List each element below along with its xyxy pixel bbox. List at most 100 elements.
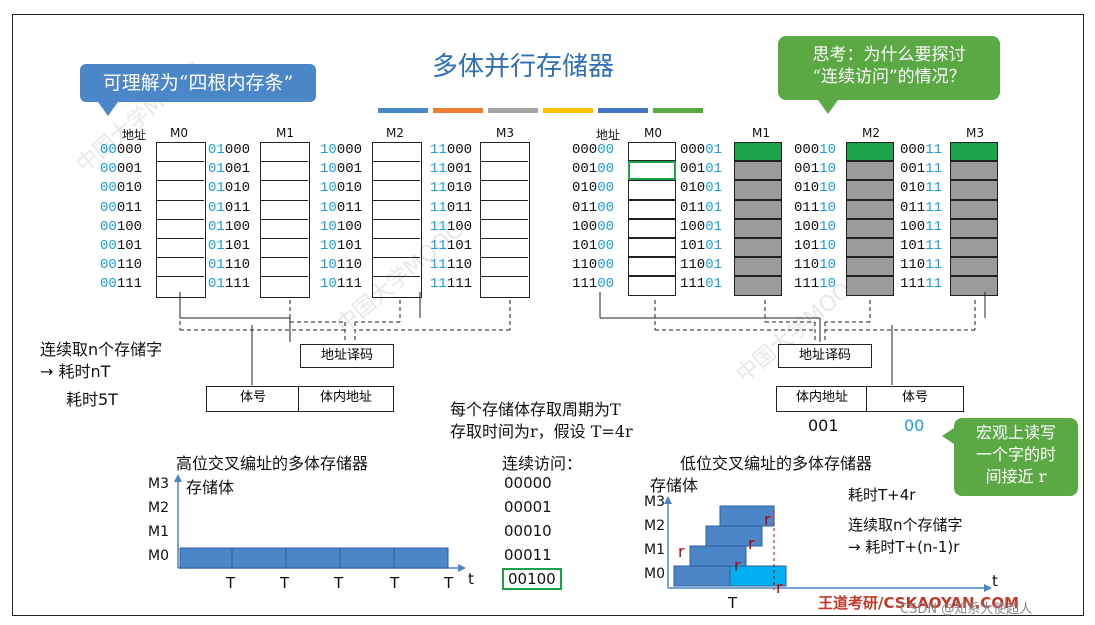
- callout-think-line1: 思考：为什么要探讨: [812, 45, 966, 65]
- address-label: 01010: [208, 180, 250, 196]
- module-cell: [628, 199, 676, 219]
- module-cell: [734, 218, 782, 238]
- address-high-bits: 011: [794, 199, 820, 216]
- address-label: 00000: [100, 142, 142, 158]
- address-low-bits: 00: [597, 199, 615, 216]
- address-high-bits: 001: [680, 161, 706, 178]
- module-cell-line: [372, 161, 420, 163]
- address-label: 01101: [208, 238, 250, 254]
- address-high-bits: 11: [430, 199, 447, 216]
- address-high-bits: 010: [572, 180, 598, 197]
- address-high-bits: 11: [430, 257, 447, 274]
- note-cost-5T: 耗时5T: [66, 390, 118, 409]
- right-addr-header: 地址: [596, 128, 621, 142]
- address-high-bits: 100: [680, 218, 706, 235]
- module-cell-line: [260, 161, 308, 163]
- note-access-time: 存取时间为r，假设 T=4r: [450, 422, 633, 441]
- address-label: 11111: [430, 276, 472, 292]
- address-high-bits: 111: [794, 276, 820, 293]
- address-label: 00101: [680, 161, 722, 177]
- address-high-bits: 10: [320, 238, 337, 254]
- address-low-bits: 11: [925, 161, 943, 178]
- address-low-bits: 10: [819, 257, 837, 274]
- address-label: 10000: [572, 219, 614, 235]
- address-label: 11001: [680, 257, 722, 273]
- right-field-inner-address: 体内地址: [776, 386, 868, 412]
- right-time-formula: → 耗时T+(n-1)r: [848, 538, 960, 556]
- high-chart-xlabel: t: [468, 570, 474, 588]
- address-low-bits: 01: [705, 238, 723, 254]
- address-low-bits: 111: [336, 276, 363, 293]
- address-label: 10011: [320, 200, 362, 216]
- address-low-bits: 00: [597, 276, 615, 293]
- seq-item: 00001: [504, 498, 552, 516]
- high-chart-ytick: M2: [148, 500, 169, 516]
- high-chart-ytick: M0: [148, 548, 169, 564]
- address-high-bits: 100: [794, 218, 820, 235]
- address-high-bits: 00: [100, 142, 117, 158]
- address-high-bits: 000: [794, 142, 820, 158]
- address-label: 00110: [100, 257, 142, 273]
- address-high-bits: 11: [430, 142, 447, 158]
- address-high-bits: 10: [320, 218, 337, 235]
- address-label: 00010: [100, 180, 142, 196]
- address-label: 10111: [900, 238, 942, 254]
- address-low-bits: 01: [705, 199, 723, 216]
- right-field-bank-number: 体号: [866, 386, 964, 412]
- left-field-inner-address: 体内地址: [298, 386, 394, 412]
- address-high-bits: 101: [794, 238, 820, 254]
- right-example-bank: 00: [904, 416, 925, 435]
- address-label: 00011: [100, 200, 142, 216]
- module-cell: [846, 238, 894, 258]
- slide-title: 多体并行存储器: [432, 52, 615, 82]
- address-label: 11011: [430, 200, 472, 216]
- address-label: 10100: [572, 238, 614, 254]
- module-cell-line: [480, 161, 528, 163]
- address-high-bits: 00: [100, 276, 117, 293]
- address-high-bits: 01: [208, 161, 225, 178]
- address-high-bits: 10: [320, 161, 337, 178]
- module-cell: [950, 238, 998, 258]
- address-low-bits: 11: [925, 238, 943, 254]
- address-low-bits: 011: [446, 199, 473, 216]
- module-cell: [628, 180, 676, 200]
- address-label: 01110: [794, 200, 836, 216]
- address-label: 00001: [680, 142, 722, 158]
- high-chart-xtick: T: [334, 574, 344, 592]
- note-cost-nT: → 耗时nT: [40, 362, 111, 381]
- module-cell: [950, 199, 998, 219]
- address-low-bits: 101: [224, 238, 251, 254]
- module-cell-line: [260, 257, 308, 259]
- address-high-bits: 00: [100, 199, 117, 216]
- address-low-bits: 010: [446, 180, 473, 197]
- module-cell-line: [156, 161, 204, 163]
- address-high-bits: 000: [900, 142, 926, 158]
- low-chart-xlabel: t: [992, 572, 998, 590]
- low-chart-ytick: M3: [644, 494, 665, 510]
- module-cell-line: [480, 180, 528, 182]
- address-high-bits: 010: [794, 180, 820, 197]
- module-cell: [734, 276, 782, 296]
- high-chart-xtick: T: [280, 574, 290, 592]
- address-high-bits: 01: [208, 257, 225, 274]
- module-cell: [734, 238, 782, 258]
- module-cell: [628, 142, 676, 162]
- high-interleave-title: 高位交叉编址的多体存储器: [176, 454, 369, 473]
- module-cell-line: [156, 142, 204, 143]
- address-high-bits: 10: [320, 142, 337, 158]
- address-low-bits: 000: [224, 142, 251, 158]
- address-label: 10100: [320, 219, 362, 235]
- address-low-bits: 01: [705, 142, 723, 158]
- address-low-bits: 10: [819, 180, 837, 197]
- address-low-bits: 00: [597, 161, 615, 178]
- address-high-bits: 10: [320, 257, 337, 274]
- address-label: 00111: [100, 276, 142, 292]
- address-low-bits: 10: [819, 276, 837, 293]
- address-high-bits: 00: [100, 218, 117, 235]
- address-low-bits: 000: [116, 142, 143, 158]
- address-label: 01101: [680, 200, 722, 216]
- address-low-bits: 100: [446, 218, 473, 235]
- low-chart-xtick: T: [728, 594, 738, 612]
- address-low-bits: 010: [224, 180, 251, 197]
- left-address-decoder: 地址译码: [300, 344, 394, 368]
